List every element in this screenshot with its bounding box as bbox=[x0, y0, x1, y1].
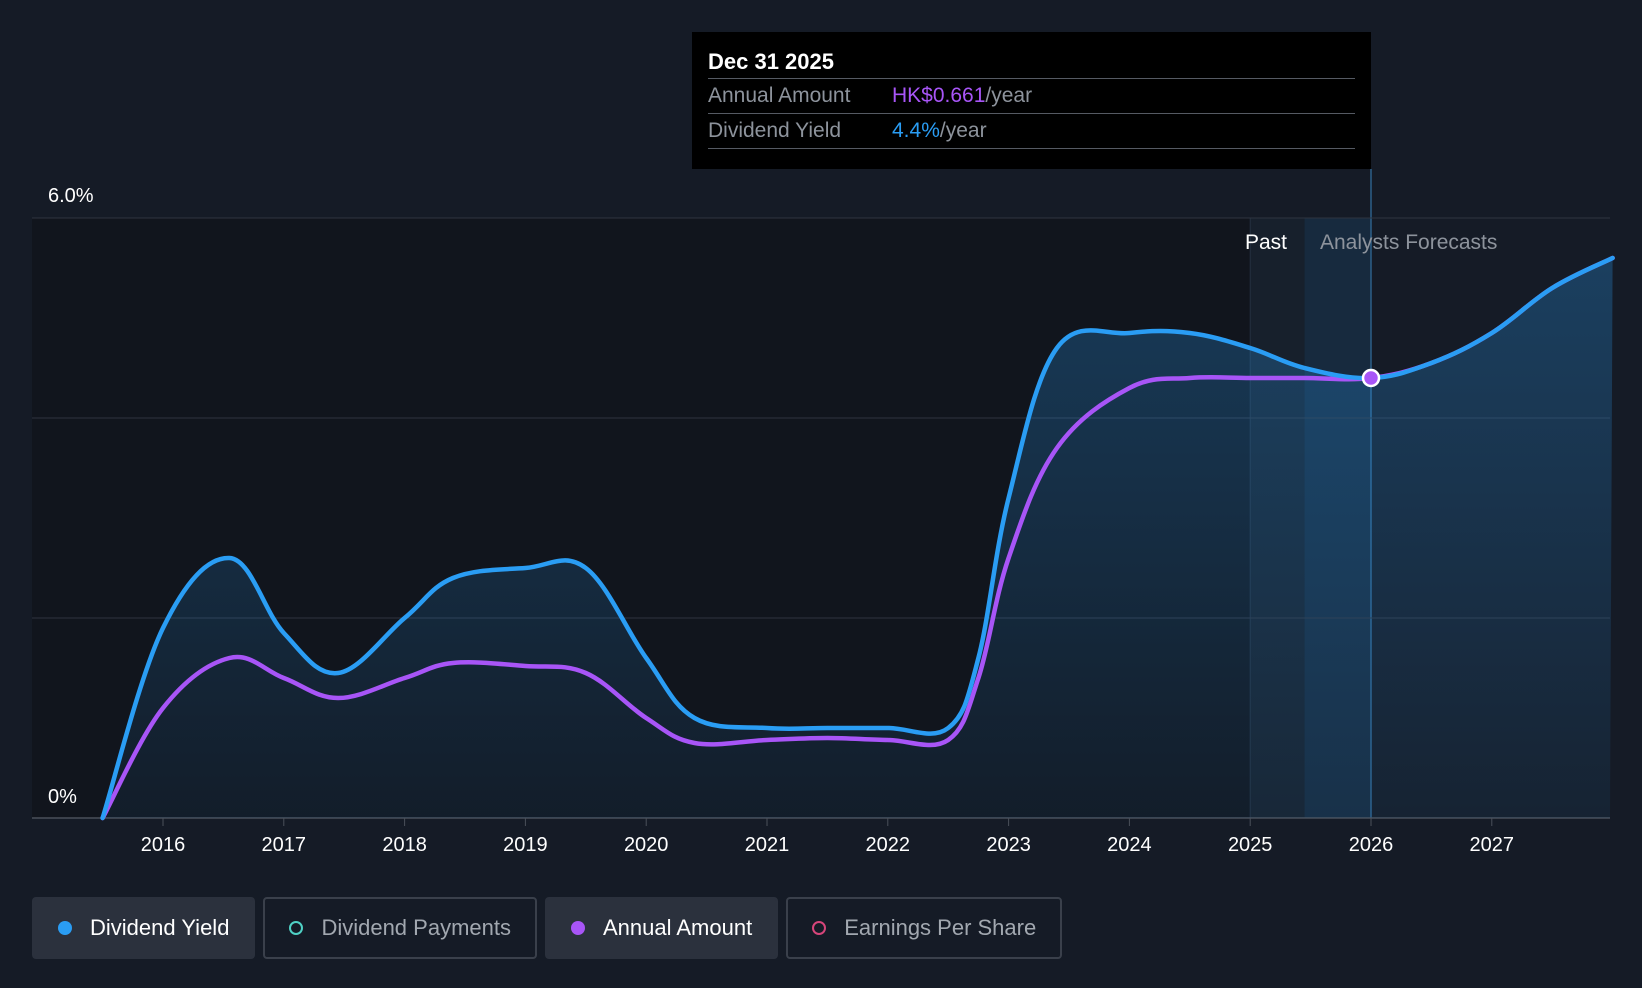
legend-label: Dividend Yield bbox=[90, 915, 230, 940]
tooltip-row-annual-amount: Annual Amount HK$0.661 /year bbox=[708, 78, 1355, 113]
tooltip-unit: /year bbox=[939, 119, 987, 142]
x-tick-label: 2027 bbox=[1470, 834, 1515, 856]
tooltip-row-dividend-yield: Dividend Yield 4.4% /year bbox=[708, 113, 1355, 149]
dividend-yield-line bbox=[100, 255, 1615, 821]
legend-dividend-payments[interactable]: Dividend Payments bbox=[263, 897, 537, 959]
y-axis-label-min: 0% bbox=[48, 786, 77, 808]
legend-ring-icon bbox=[812, 921, 827, 935]
legend-dot-icon bbox=[58, 921, 72, 935]
chart-legend: Dividend Yield Dividend Payments Annual … bbox=[32, 897, 1063, 959]
tooltip-date: Dec 31 2025 bbox=[708, 49, 834, 74]
x-tick-label: 2026 bbox=[1349, 834, 1394, 856]
x-tick-label: 2025 bbox=[1228, 834, 1273, 856]
chart-tooltip: Dec 31 2025 Annual Amount HK$0.661 /year… bbox=[692, 32, 1371, 169]
tooltip-unit: /year bbox=[985, 84, 1033, 107]
x-tick-label: 2023 bbox=[986, 834, 1031, 856]
legend-dividend-yield[interactable]: Dividend Yield bbox=[32, 897, 256, 959]
dividend-yield-area bbox=[102, 258, 1613, 818]
tooltip-label: Dividend Yield bbox=[708, 119, 842, 142]
legend-dot-icon bbox=[570, 921, 585, 935]
x-tick-label: 2022 bbox=[866, 834, 911, 856]
tooltip-value: HK$0.661 bbox=[892, 84, 986, 107]
x-tick-label: 2017 bbox=[262, 834, 307, 856]
legend-label: Dividend Payments bbox=[321, 915, 511, 940]
x-tick-label: 2024 bbox=[1107, 834, 1152, 856]
past-label: Past bbox=[1245, 231, 1287, 254]
forecast-label: Analysts Forecasts bbox=[1320, 231, 1497, 254]
annual-amount-line bbox=[100, 255, 1615, 821]
legend-label: Annual Amount bbox=[602, 915, 753, 940]
y-axis-label-max: 6.0% bbox=[48, 185, 94, 207]
highlight-point bbox=[1361, 368, 1381, 388]
legend-earnings-per-share[interactable]: Earnings Per Share bbox=[786, 897, 1063, 959]
x-tick-label: 2021 bbox=[745, 834, 790, 856]
tooltip-value: 4.4% bbox=[892, 119, 940, 142]
legend-ring-icon bbox=[289, 921, 304, 935]
tooltip-label: Annual Amount bbox=[708, 84, 851, 107]
legend-label: Earnings Per Share bbox=[844, 915, 1037, 940]
x-tick-label: 2018 bbox=[382, 834, 427, 856]
x-tick-label: 2019 bbox=[503, 834, 548, 856]
x-tick-label: 2016 bbox=[141, 834, 186, 856]
x-tick-label: 2020 bbox=[624, 834, 669, 856]
legend-annual-amount[interactable]: Annual Amount bbox=[544, 897, 779, 959]
